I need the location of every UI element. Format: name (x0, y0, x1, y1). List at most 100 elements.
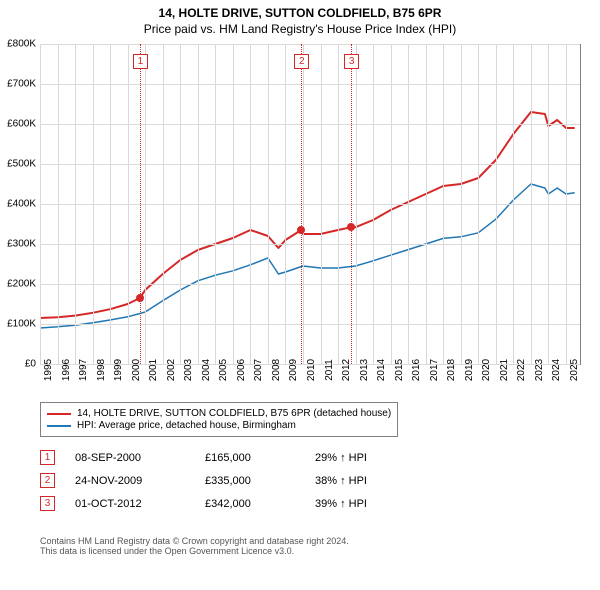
gridline-v (250, 44, 251, 364)
xaxis-tick-label: 2018 (446, 359, 457, 381)
gridline-v (268, 44, 269, 364)
xaxis-tick-label: 2003 (183, 359, 194, 381)
xaxis-tick-label: 2020 (481, 359, 492, 381)
xaxis-tick-label: 2023 (534, 359, 545, 381)
xaxis-tick-label: 2000 (131, 359, 142, 381)
event-vline (301, 44, 302, 364)
yaxis-tick-label: £500K (0, 159, 36, 170)
event-list-row: 224-NOV-2009£335,00038% ↑ HPI (40, 473, 367, 488)
gridline-v (391, 44, 392, 364)
xaxis-tick-label: 2007 (253, 359, 264, 381)
gridline-h (40, 44, 580, 45)
gridline-v (548, 44, 549, 364)
gridline-h (40, 124, 580, 125)
sale-marker (136, 294, 144, 302)
event-list-box: 2 (40, 473, 55, 488)
gridline-v (110, 44, 111, 364)
legend-swatch (47, 425, 71, 427)
gridline-v (145, 44, 146, 364)
legend-swatch (47, 413, 71, 415)
event-hpi: 29% ↑ HPI (315, 452, 367, 464)
gridline-v (373, 44, 374, 364)
xaxis-tick-label: 1995 (43, 359, 54, 381)
xaxis-tick-label: 2001 (148, 359, 159, 381)
gridline-h (40, 324, 580, 325)
footer-line2: This data is licensed under the Open Gov… (40, 546, 349, 556)
gridline-v (40, 44, 41, 364)
gridline-v (408, 44, 409, 364)
event-list-box: 1 (40, 450, 55, 465)
gridline-v (426, 44, 427, 364)
sale-marker (347, 223, 355, 231)
gridline-h (40, 284, 580, 285)
event-price: £342,000 (205, 498, 315, 510)
event-hpi: 39% ↑ HPI (315, 498, 367, 510)
gridline-v (75, 44, 76, 364)
xaxis-tick-label: 2006 (236, 359, 247, 381)
gridline-v (163, 44, 164, 364)
footer: Contains HM Land Registry data © Crown c… (40, 536, 349, 556)
xaxis-tick-label: 2004 (201, 359, 212, 381)
gridline-v (198, 44, 199, 364)
event-vline (140, 44, 141, 364)
yaxis-tick-label: £300K (0, 239, 36, 250)
xaxis-tick-label: 2024 (551, 359, 562, 381)
gridline-v (93, 44, 94, 364)
gridline-h (40, 244, 580, 245)
yaxis-tick-label: £600K (0, 119, 36, 130)
xaxis-tick-label: 1998 (96, 359, 107, 381)
xaxis-tick-label: 2013 (359, 359, 370, 381)
series-line (40, 112, 575, 318)
legend-label: HPI: Average price, detached house, Birm… (77, 420, 296, 431)
sale-marker (297, 226, 305, 234)
xaxis-tick-label: 2015 (394, 359, 405, 381)
gridline-v (566, 44, 567, 364)
gridline-v (513, 44, 514, 364)
legend-row: 14, HOLTE DRIVE, SUTTON COLDFIELD, B75 6… (47, 408, 391, 419)
xaxis-tick-label: 2022 (516, 359, 527, 381)
plot-area (40, 44, 581, 365)
xaxis-tick-label: 2011 (324, 359, 335, 381)
gridline-v (496, 44, 497, 364)
gridline-v (58, 44, 59, 364)
xaxis-tick-label: 2019 (464, 359, 475, 381)
xaxis-tick-label: 2025 (569, 359, 580, 381)
event-list-box: 3 (40, 496, 55, 511)
legend-row: HPI: Average price, detached house, Birm… (47, 420, 391, 431)
event-date: 01-OCT-2012 (75, 498, 205, 510)
events-table: 108-SEP-2000£165,00029% ↑ HPI224-NOV-200… (40, 450, 367, 519)
gridline-v (180, 44, 181, 364)
gridline-v (461, 44, 462, 364)
xaxis-tick-label: 2005 (218, 359, 229, 381)
xaxis-tick-label: 2008 (271, 359, 282, 381)
chart-title: 14, HOLTE DRIVE, SUTTON COLDFIELD, B75 6… (0, 0, 600, 20)
xaxis-tick-label: 2017 (429, 359, 440, 381)
xaxis-tick-label: 2010 (306, 359, 317, 381)
xaxis-tick-label: 1999 (113, 359, 124, 381)
gridline-v (531, 44, 532, 364)
gridline-v (303, 44, 304, 364)
gridline-h (40, 164, 580, 165)
yaxis-tick-label: £200K (0, 279, 36, 290)
xaxis-tick-label: 1997 (78, 359, 89, 381)
footer-line1: Contains HM Land Registry data © Crown c… (40, 536, 349, 546)
event-box: 3 (344, 54, 359, 69)
xaxis-tick-label: 2014 (376, 359, 387, 381)
xaxis-tick-label: 1996 (61, 359, 72, 381)
gridline-v (338, 44, 339, 364)
event-box: 1 (133, 54, 148, 69)
event-date: 08-SEP-2000 (75, 452, 205, 464)
chart-subtitle: Price paid vs. HM Land Registry's House … (0, 20, 600, 40)
legend: 14, HOLTE DRIVE, SUTTON COLDFIELD, B75 6… (40, 402, 398, 437)
xaxis-tick-label: 2009 (288, 359, 299, 381)
gridline-h (40, 84, 580, 85)
event-hpi: 38% ↑ HPI (315, 475, 367, 487)
event-list-row: 3 01-OCT-2012£342,00039% ↑ HPI (40, 496, 367, 511)
gridline-v (478, 44, 479, 364)
event-box: 2 (294, 54, 309, 69)
gridline-v (356, 44, 357, 364)
event-price: £335,000 (205, 475, 315, 487)
gridline-h (40, 204, 580, 205)
legend-label: 14, HOLTE DRIVE, SUTTON COLDFIELD, B75 6… (77, 408, 391, 419)
gridline-v (443, 44, 444, 364)
